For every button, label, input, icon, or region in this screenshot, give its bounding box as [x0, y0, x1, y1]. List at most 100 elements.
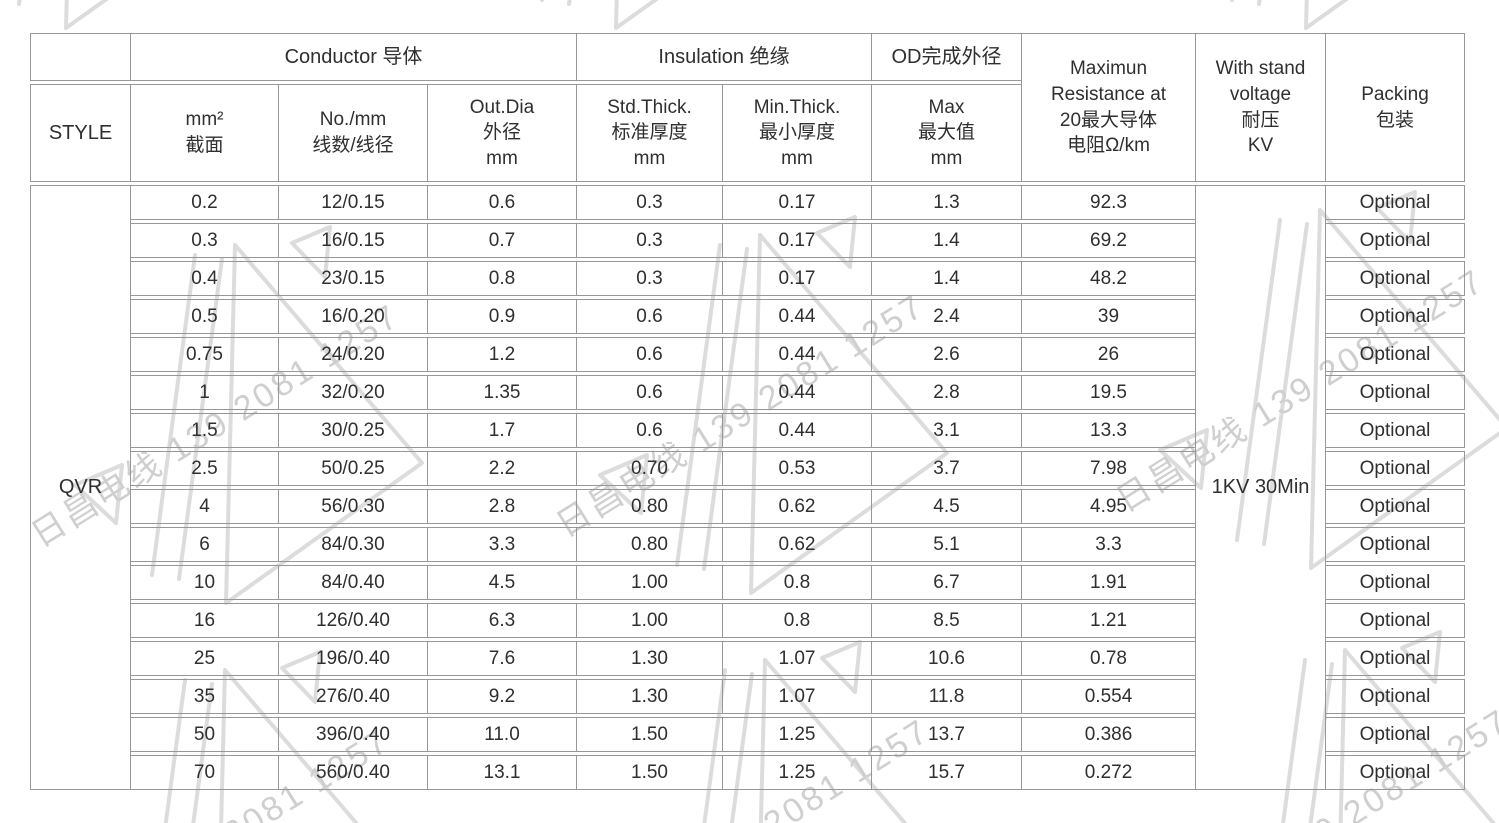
table-cell: 0.70	[576, 451, 723, 486]
insulation-group-header: Insulation 绝缘	[576, 33, 872, 81]
table-cell: 0.3	[576, 223, 723, 258]
table-cell: 10	[130, 565, 279, 600]
table-cell: 0.4	[130, 261, 279, 296]
table-cell: 2.4	[871, 299, 1022, 334]
table-cell: 1.7	[427, 413, 577, 448]
table-cell: 1.25	[722, 717, 872, 752]
table-cell: 3.3	[1021, 527, 1196, 562]
table-cell: 39	[1021, 299, 1196, 334]
table-cell: 0.53	[722, 451, 872, 486]
table-cell: 1.50	[576, 755, 723, 790]
table-cell: 2.6	[871, 337, 1022, 372]
table-cell: 0.44	[722, 299, 872, 334]
table-cell: 1.30	[576, 679, 723, 714]
withstand-voltage-header: With stand voltage 耐压 KV	[1195, 33, 1326, 182]
table-cell: Optional	[1325, 755, 1465, 790]
table-cell: 69.2	[1021, 223, 1196, 258]
table-cell: 23/0.15	[278, 261, 428, 296]
table-cell: 50/0.25	[278, 451, 428, 486]
table-cell: 0.2	[130, 185, 279, 220]
table-cell: 3.1	[871, 413, 1022, 448]
std-thick-header: Std.Thick. 标准厚度 mm	[576, 84, 723, 182]
table-cell: 16/0.15	[278, 223, 428, 258]
table-cell: 0.17	[722, 223, 872, 258]
table-cell: 1.3	[871, 185, 1022, 220]
table-cell: Optional	[1325, 527, 1465, 562]
table-cell: Optional	[1325, 717, 1465, 752]
style-header: STYLE	[30, 84, 131, 182]
corner-cell	[30, 33, 131, 81]
table-cell: 0.7	[427, 223, 577, 258]
table-cell: Optional	[1325, 375, 1465, 410]
table-cell: 92.3	[1021, 185, 1196, 220]
table-cell: 1.4	[871, 261, 1022, 296]
conductor-group-header: Conductor 导体	[130, 33, 577, 81]
table-cell: 1.5	[130, 413, 279, 448]
table-cell: 16/0.20	[278, 299, 428, 334]
table-cell: 19.5	[1021, 375, 1196, 410]
table-cell: 276/0.40	[278, 679, 428, 714]
table-cell: 48.2	[1021, 261, 1196, 296]
table-cell: 2.8	[427, 489, 577, 524]
table-cell: 1.35	[427, 375, 577, 410]
table-cell: 0.5	[130, 299, 279, 334]
table-cell: 0.44	[722, 375, 872, 410]
table-cell: 2.5	[130, 451, 279, 486]
table-cell: 196/0.40	[278, 641, 428, 676]
table-cell: 396/0.40	[278, 717, 428, 752]
table-cell: 8.5	[871, 603, 1022, 638]
table-cell: 30/0.25	[278, 413, 428, 448]
table-cell: 4.5	[871, 489, 1022, 524]
table-cell: 4.5	[427, 565, 577, 600]
table-cell: 1.25	[722, 755, 872, 790]
table-cell: 35	[130, 679, 279, 714]
table-cell: 1	[130, 375, 279, 410]
table-cell: 1.21	[1021, 603, 1196, 638]
od-group-header: OD完成外径	[871, 33, 1022, 81]
table-cell: 10.6	[871, 641, 1022, 676]
od-max-header: Max 最大值 mm	[871, 84, 1022, 182]
table-cell: 0.75	[130, 337, 279, 372]
table-cell: 32/0.20	[278, 375, 428, 410]
table-cell: Optional	[1325, 299, 1465, 334]
table-cell: 6	[130, 527, 279, 562]
table-cell: 15.7	[871, 755, 1022, 790]
table-cell: 13.7	[871, 717, 1022, 752]
table-cell: 0.17	[722, 185, 872, 220]
table-cell: 0.62	[722, 489, 872, 524]
table-cell: 0.6	[576, 375, 723, 410]
table-cell: 1.07	[722, 641, 872, 676]
table-cell: 2.2	[427, 451, 577, 486]
table-cell: Optional	[1325, 185, 1465, 220]
table-cell: 0.9	[427, 299, 577, 334]
table-cell: 0.8	[427, 261, 577, 296]
table-cell: 1.50	[576, 717, 723, 752]
table-cell: 0.6	[576, 299, 723, 334]
table-cell: Optional	[1325, 451, 1465, 486]
mm2-header: mm² 截面	[130, 84, 279, 182]
table-cell: Optional	[1325, 337, 1465, 372]
table-cell: Optional	[1325, 565, 1465, 600]
packing-header: Packing 包装	[1325, 33, 1465, 182]
table-cell: 25	[130, 641, 279, 676]
table-cell: Optional	[1325, 413, 1465, 448]
table-cell: 0.78	[1021, 641, 1196, 676]
withstand-value-cell: 1KV 30Min	[1195, 185, 1326, 790]
table-cell: 70	[130, 755, 279, 790]
table-cell: 1.07	[722, 679, 872, 714]
table-cell: 12/0.15	[278, 185, 428, 220]
table-cell: 0.17	[722, 261, 872, 296]
min-thick-header: Min.Thick. 最小厚度 mm	[722, 84, 872, 182]
table-cell: 26	[1021, 337, 1196, 372]
table-cell: 1.4	[871, 223, 1022, 258]
table-cell: 0.44	[722, 413, 872, 448]
table-cell: 56/0.30	[278, 489, 428, 524]
table-cell: 84/0.40	[278, 565, 428, 600]
table-cell: 1.30	[576, 641, 723, 676]
out-dia-header: Out.Dia 外径 mm	[427, 84, 577, 182]
table-cell: 0.8	[722, 565, 872, 600]
table-cell: 0.3	[576, 185, 723, 220]
table-cell: 7.6	[427, 641, 577, 676]
table-cell: 0.62	[722, 527, 872, 562]
table-cell: 0.386	[1021, 717, 1196, 752]
